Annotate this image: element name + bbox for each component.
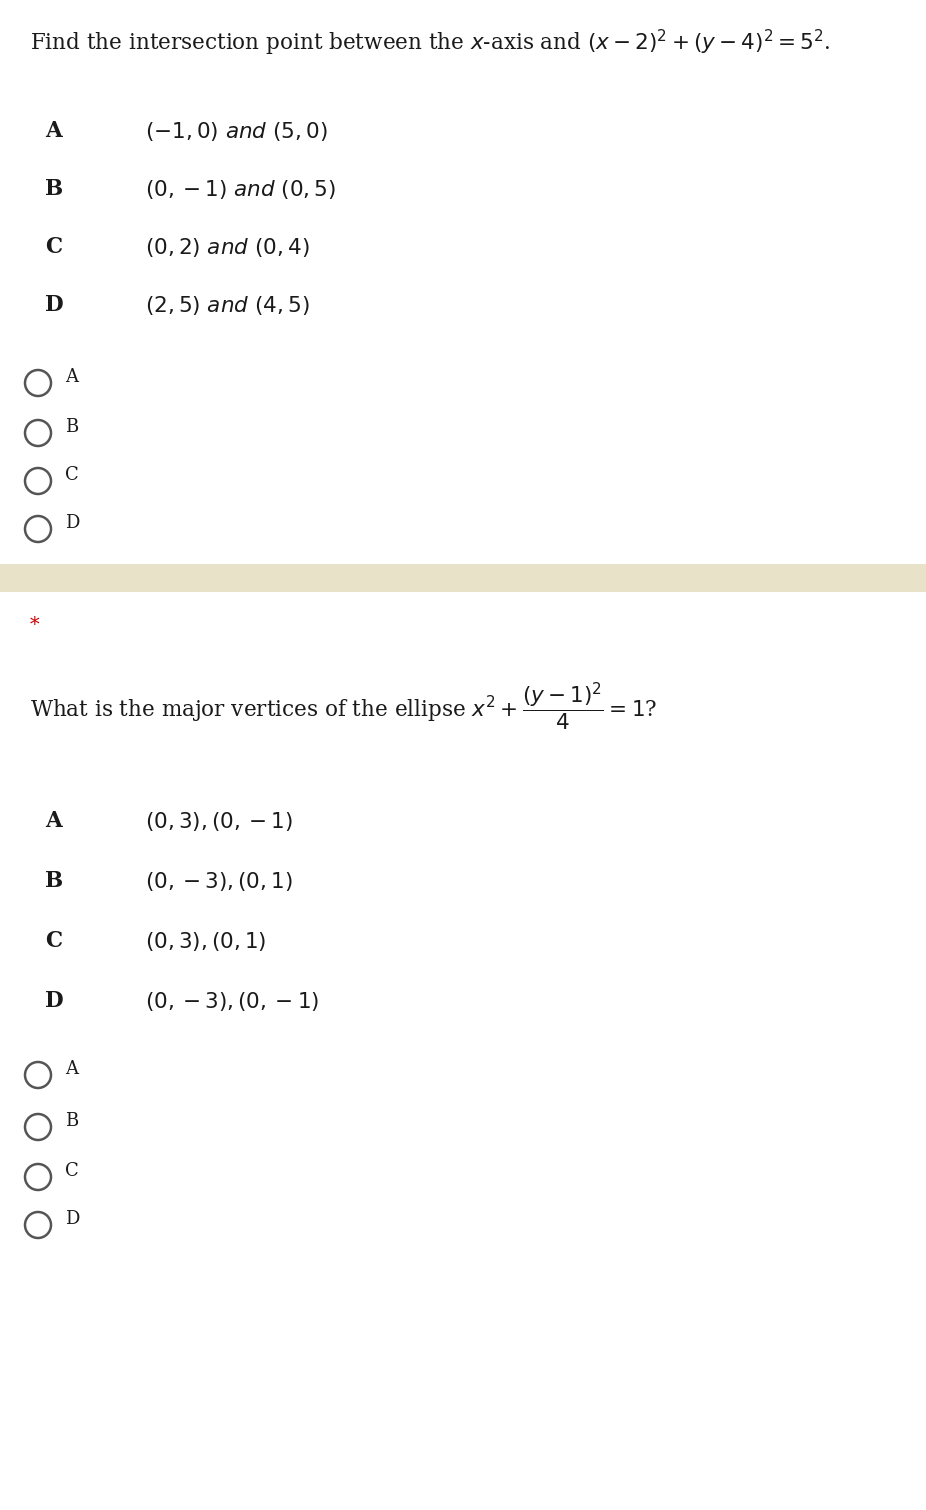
Text: C: C bbox=[65, 1163, 79, 1179]
Bar bbox=[0, 565, 926, 592]
Text: A: A bbox=[45, 809, 62, 832]
Text: B: B bbox=[45, 178, 63, 199]
Text: A: A bbox=[45, 119, 62, 142]
Text: $(0,2)$ $\it{and}$ $(0,4)$: $(0,2)$ $\it{and}$ $(0,4)$ bbox=[145, 236, 309, 260]
Text: B: B bbox=[65, 1111, 79, 1129]
Text: B: B bbox=[45, 870, 63, 892]
Text: $(0,3),(0,1)$: $(0,3),(0,1)$ bbox=[145, 930, 267, 953]
Text: D: D bbox=[65, 513, 80, 532]
Text: C: C bbox=[65, 467, 79, 485]
Text: $(0,-3),(0,1)$: $(0,-3),(0,1)$ bbox=[145, 870, 293, 892]
Text: What is the major vertices of the ellipse $x^2+\dfrac{(y-1)^2}{4}=1$?: What is the major vertices of the ellips… bbox=[30, 680, 657, 732]
Text: $(0,3),(0,-1)$: $(0,3),(0,-1)$ bbox=[145, 809, 293, 834]
Text: C: C bbox=[45, 236, 62, 258]
Text: *: * bbox=[30, 616, 40, 634]
Text: $(0,-1)$ $\it{and}$ $(0,5)$: $(0,-1)$ $\it{and}$ $(0,5)$ bbox=[145, 178, 336, 201]
Text: $(2,5)$ $\it{and}$ $(4,5)$: $(2,5)$ $\it{and}$ $(4,5)$ bbox=[145, 294, 309, 317]
Text: D: D bbox=[45, 294, 64, 316]
Text: B: B bbox=[65, 418, 79, 436]
Text: D: D bbox=[45, 991, 64, 1012]
Text: D: D bbox=[65, 1210, 80, 1228]
Text: Find the intersection point between the $x$-axis and $(x-2)^2+(y-4)^2=5^2$.: Find the intersection point between the … bbox=[30, 29, 831, 59]
Text: A: A bbox=[65, 368, 78, 387]
Text: $(0,-3),(0,-1)$: $(0,-3),(0,-1)$ bbox=[145, 991, 319, 1013]
Text: C: C bbox=[45, 930, 62, 951]
Text: A: A bbox=[65, 1060, 78, 1078]
Text: $(-1,0)$ $\it{and}$ $(5,0)$: $(-1,0)$ $\it{and}$ $(5,0)$ bbox=[145, 119, 328, 143]
